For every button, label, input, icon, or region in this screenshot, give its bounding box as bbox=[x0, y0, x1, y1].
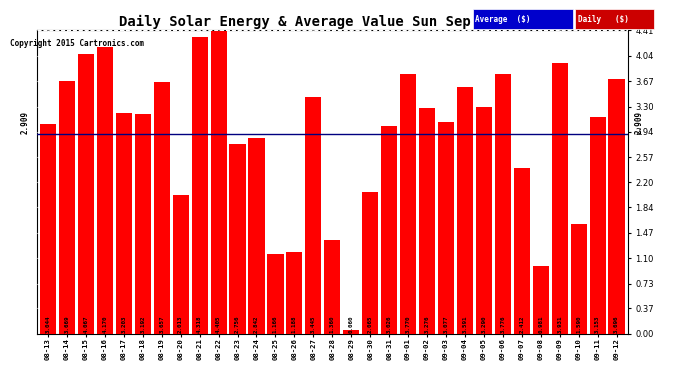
Text: 2.756: 2.756 bbox=[235, 315, 240, 333]
Bar bbox=[324, 240, 340, 334]
Text: 2.842: 2.842 bbox=[254, 315, 259, 333]
Text: 3.203: 3.203 bbox=[121, 315, 126, 333]
Bar bbox=[400, 74, 416, 334]
Text: 2.412: 2.412 bbox=[520, 315, 524, 333]
Text: 3.770: 3.770 bbox=[406, 315, 411, 333]
Text: 2.909: 2.909 bbox=[635, 111, 644, 134]
Text: 3.657: 3.657 bbox=[159, 315, 164, 333]
Bar bbox=[305, 97, 322, 334]
Bar bbox=[457, 87, 473, 334]
Text: 2.909: 2.909 bbox=[21, 111, 30, 134]
Bar bbox=[59, 81, 75, 334]
Text: 3.931: 3.931 bbox=[558, 315, 562, 333]
Bar bbox=[476, 107, 492, 334]
Text: 3.077: 3.077 bbox=[444, 315, 448, 333]
Bar bbox=[154, 82, 170, 334]
Text: Copyright 2015 Cartronics.com: Copyright 2015 Cartronics.com bbox=[10, 39, 144, 48]
Bar bbox=[438, 122, 454, 334]
Bar bbox=[97, 47, 113, 334]
Text: 3.290: 3.290 bbox=[482, 315, 486, 333]
Bar bbox=[381, 126, 397, 334]
Bar bbox=[533, 266, 549, 334]
Text: 3.044: 3.044 bbox=[46, 315, 50, 333]
Bar bbox=[571, 225, 586, 334]
Text: 4.170: 4.170 bbox=[102, 315, 108, 333]
Bar bbox=[609, 80, 624, 334]
Text: 3.591: 3.591 bbox=[462, 315, 467, 333]
Text: 4.318: 4.318 bbox=[197, 315, 202, 333]
Text: 3.276: 3.276 bbox=[424, 315, 430, 333]
Text: 1.360: 1.360 bbox=[330, 315, 335, 333]
Text: 2.065: 2.065 bbox=[368, 315, 373, 333]
Text: 3.696: 3.696 bbox=[614, 315, 619, 333]
Title: Daily Solar Energy & Average Value Sun Sep 13 19:06: Daily Solar Energy & Average Value Sun S… bbox=[119, 15, 546, 29]
Bar bbox=[40, 124, 56, 334]
Bar bbox=[286, 252, 302, 334]
Bar bbox=[514, 168, 530, 334]
Text: 3.192: 3.192 bbox=[140, 315, 146, 333]
Text: 1.188: 1.188 bbox=[292, 315, 297, 333]
Bar bbox=[589, 117, 606, 334]
Bar bbox=[210, 31, 226, 334]
Bar bbox=[230, 144, 246, 334]
Bar bbox=[135, 114, 151, 334]
Text: 1.166: 1.166 bbox=[273, 315, 278, 333]
Text: 3.776: 3.776 bbox=[500, 315, 505, 333]
Text: 3.669: 3.669 bbox=[64, 315, 70, 333]
Text: 4.067: 4.067 bbox=[83, 315, 88, 333]
Bar bbox=[551, 63, 568, 334]
Bar bbox=[248, 138, 264, 334]
Bar bbox=[172, 195, 189, 334]
Bar bbox=[116, 113, 132, 334]
Text: 0.060: 0.060 bbox=[348, 315, 354, 333]
Text: 4.405: 4.405 bbox=[216, 315, 221, 333]
Text: 3.445: 3.445 bbox=[311, 315, 316, 333]
Bar bbox=[362, 192, 378, 334]
Text: 1.590: 1.590 bbox=[576, 315, 581, 333]
Text: 3.026: 3.026 bbox=[386, 315, 392, 333]
Bar bbox=[495, 74, 511, 334]
Text: 2.013: 2.013 bbox=[178, 315, 184, 333]
Bar bbox=[78, 54, 94, 334]
Bar bbox=[192, 37, 208, 334]
Bar bbox=[268, 254, 284, 334]
Bar bbox=[343, 330, 359, 334]
Text: 0.981: 0.981 bbox=[538, 315, 543, 333]
Text: Average  ($): Average ($) bbox=[475, 15, 531, 24]
Text: Daily   ($): Daily ($) bbox=[578, 15, 629, 24]
Bar bbox=[419, 108, 435, 334]
Text: 3.153: 3.153 bbox=[595, 315, 600, 333]
